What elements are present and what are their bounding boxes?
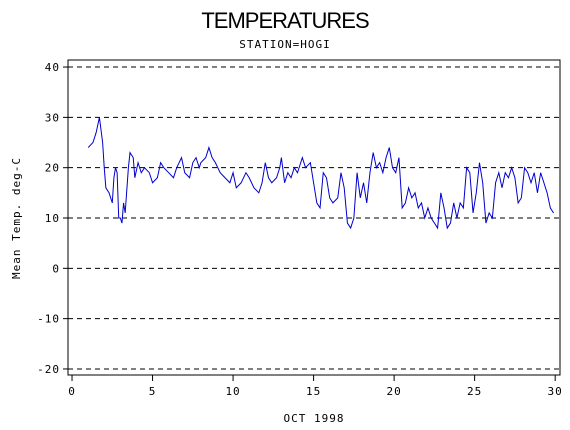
x-tick-label: 25 — [467, 385, 482, 398]
y-tick-label: -10 — [37, 313, 60, 326]
x-tick-label: 15 — [306, 385, 321, 398]
x-tick-label: 30 — [548, 385, 563, 398]
y-tick-label: 20 — [45, 162, 60, 175]
data-line — [87, 117, 554, 230]
x-tick-label: 20 — [386, 385, 401, 398]
x-tick-label: 10 — [225, 385, 240, 398]
y-tick-label: 0 — [52, 262, 60, 275]
chart-title: TEMPERATURES — [201, 8, 369, 33]
y-tick-label: 30 — [45, 111, 60, 124]
x-axis-label: OCT 1998 — [284, 412, 345, 425]
y-tick-label: 10 — [45, 212, 60, 225]
plot-frame — [67, 59, 561, 376]
y-axis-label: Mean Temp. deg-C — [10, 157, 23, 279]
x-tick-label: 5 — [149, 385, 157, 398]
chart-subtitle: STATION=HOGI — [239, 38, 330, 51]
y-tick-label: 40 — [45, 61, 60, 74]
y-tick-label: -20 — [37, 363, 60, 376]
x-tick-label: 0 — [68, 385, 76, 398]
